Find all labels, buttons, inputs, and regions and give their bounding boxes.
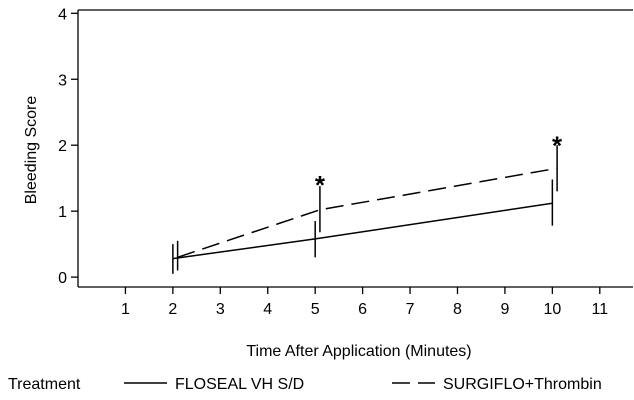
axis-ticks: 0 1 2 3 4 1 2 3 4 5 6 7 8 9 10 11 xyxy=(58,6,608,318)
x-tick-label: 3 xyxy=(216,301,225,318)
series-lines xyxy=(172,145,558,274)
significance-star: * xyxy=(552,131,563,161)
legend: Treatment FLOSEAL VH S/D SURGIFLO+Thromb… xyxy=(8,376,602,393)
x-tick-label: 7 xyxy=(406,301,415,318)
legend-label-surgiflo: SURGIFLO+Thrombin xyxy=(443,376,602,393)
x-tick-label: 2 xyxy=(168,301,177,318)
annotations: ** xyxy=(315,131,563,201)
x-tick-label: 6 xyxy=(358,301,367,318)
series-line-1 xyxy=(177,167,558,259)
y-tick-label: 3 xyxy=(58,72,67,89)
significance-star: * xyxy=(315,170,326,200)
y-tick-label: 0 xyxy=(58,270,67,287)
x-axis-title: Time After Application (Minutes) xyxy=(246,343,471,360)
y-tick-label: 4 xyxy=(58,6,67,23)
x-tick-label: 4 xyxy=(263,301,272,318)
x-tick-label: 8 xyxy=(453,301,462,318)
x-tick-label: 11 xyxy=(591,301,608,318)
legend-label-floseal: FLOSEAL VH S/D xyxy=(175,376,304,393)
x-tick-label: 9 xyxy=(500,301,509,318)
series-line-0 xyxy=(172,202,553,260)
x-tick-label: 10 xyxy=(543,301,561,318)
y-axis-title: Bleeding Score xyxy=(23,96,40,205)
x-tick-label: 5 xyxy=(311,301,320,318)
x-tick-label: 1 xyxy=(121,301,130,318)
legend-title: Treatment xyxy=(8,376,81,393)
y-tick-label: 1 xyxy=(58,204,67,221)
y-tick-label: 2 xyxy=(58,138,67,155)
plot-area xyxy=(77,9,633,288)
